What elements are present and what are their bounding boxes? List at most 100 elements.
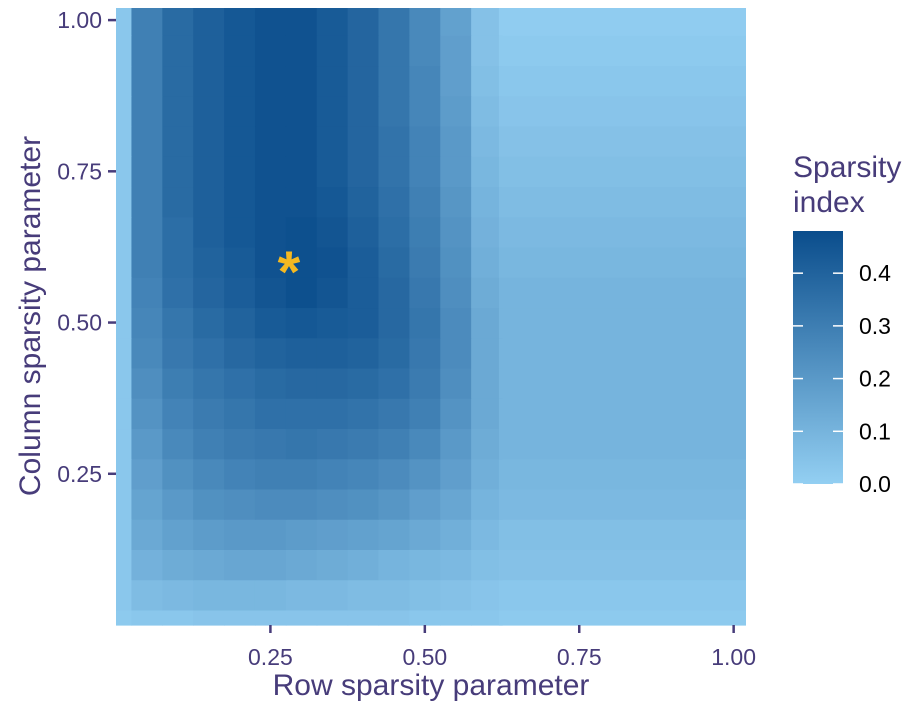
heatmap-cell	[116, 246, 133, 278]
heatmap-cell	[347, 458, 380, 490]
heatmap-cell	[378, 579, 410, 611]
heatmap-cell	[409, 398, 441, 430]
heatmap-cell	[409, 246, 441, 278]
heatmap-cell	[254, 186, 287, 218]
heatmap-cell	[162, 156, 194, 188]
heatmap-cell	[285, 609, 318, 626]
heatmap-cell	[131, 398, 163, 430]
heatmap-cell	[254, 8, 287, 36]
heatmap-cell	[285, 367, 318, 399]
heatmap-cell	[193, 65, 225, 97]
heatmap-cell	[316, 488, 349, 520]
heatmap-cell	[254, 337, 287, 369]
heatmap-cell	[193, 95, 225, 127]
heatmap-cell	[162, 458, 194, 490]
heatmap-cell	[498, 95, 746, 127]
heatmap-cell	[224, 216, 256, 248]
legend-ticks: 0.0 0.1 0.2 0.3 0.4	[793, 260, 891, 497]
heatmap-cell	[347, 125, 380, 157]
heatmap-cell	[498, 186, 746, 218]
heatmap-cell	[193, 488, 225, 520]
heatmap-cell	[116, 367, 133, 399]
legend-tick-label: 0.3	[859, 313, 891, 339]
heatmap-cell	[471, 609, 503, 626]
heatmap-cell	[224, 519, 256, 550]
heatmap-cell	[116, 579, 133, 611]
heatmap-cell	[162, 367, 194, 399]
heatmap-cell	[409, 337, 441, 369]
heatmap-cell	[498, 65, 746, 97]
heatmap-cell	[131, 488, 163, 520]
heatmap-cell	[254, 519, 287, 550]
x-tick-label: 1.00	[711, 644, 756, 670]
heatmap-cell	[224, 609, 256, 626]
heatmap-cell	[224, 35, 256, 67]
heatmap-cell	[316, 35, 349, 67]
heatmap-cell	[498, 246, 746, 278]
heatmap-cell	[116, 186, 133, 218]
heatmap-cell	[131, 307, 163, 339]
heatmap-cell	[193, 428, 225, 460]
heatmap-cell	[378, 246, 410, 278]
heatmap-cell	[347, 579, 380, 611]
heatmap-cell	[378, 398, 410, 430]
heatmap-cell	[285, 307, 318, 339]
heatmap-cell	[471, 519, 503, 550]
heatmap-cell	[378, 458, 410, 490]
heatmap-cell	[254, 65, 287, 97]
heatmap-cell	[116, 277, 133, 309]
heatmap-cell	[347, 488, 380, 520]
heatmap-cell	[471, 549, 503, 581]
heatmap-cell	[224, 65, 256, 97]
heatmap-cell	[162, 95, 194, 127]
heatmap-cell	[440, 367, 472, 399]
heatmap-cell	[254, 246, 287, 278]
heatmap-cell	[285, 95, 318, 127]
heatmap-cell	[409, 95, 441, 127]
heatmap-cell	[316, 156, 349, 188]
heatmap-cell	[224, 458, 256, 490]
heatmap-cell	[347, 246, 380, 278]
heatmap-cell	[440, 519, 472, 550]
heatmap-cell	[471, 579, 503, 611]
heatmap-cell	[162, 488, 194, 520]
heatmap-cell	[285, 488, 318, 520]
heatmap-cell	[347, 549, 380, 581]
heatmap-cell	[224, 579, 256, 611]
heatmap-cell	[316, 216, 349, 248]
heatmap-cell	[498, 156, 746, 188]
heatmap-cell	[224, 277, 256, 309]
heatmap-cell	[409, 307, 441, 339]
heatmap-cell	[131, 95, 163, 127]
heatmap-cell	[162, 186, 194, 218]
heatmap-cell	[116, 307, 133, 339]
heatmap-cell	[440, 307, 472, 339]
heatmap-cell	[224, 367, 256, 399]
x-tick-label: 0.75	[557, 644, 602, 670]
heatmap-cell	[378, 156, 410, 188]
heatmap-cell	[471, 8, 503, 36]
heatmap-cell	[254, 458, 287, 490]
heatmap-cell	[316, 277, 349, 309]
heatmap-cell	[285, 428, 318, 460]
heatmap-cell	[193, 35, 225, 67]
y-axis-label: Column sparsity parameter	[14, 136, 47, 496]
heatmap-cell	[440, 488, 472, 520]
heatmap-cell	[471, 125, 503, 157]
heatmap-cell	[162, 337, 194, 369]
heatmap-cell	[116, 609, 133, 626]
heatmap-cell	[347, 609, 380, 626]
heatmap-cells	[116, 8, 746, 626]
heatmap-cell	[116, 458, 133, 490]
heatmap-cell	[347, 216, 380, 248]
heatmap-cell	[409, 488, 441, 520]
heatmap-cell	[409, 125, 441, 157]
heatmap-cell	[409, 367, 441, 399]
heatmap-cell	[347, 277, 380, 309]
heatmap-cell	[440, 186, 472, 218]
heatmap-cell	[285, 35, 318, 67]
heatmap-cell	[162, 125, 194, 157]
heatmap-cell	[162, 307, 194, 339]
heatmap-cell	[162, 246, 194, 278]
heatmap-cell	[224, 8, 256, 36]
